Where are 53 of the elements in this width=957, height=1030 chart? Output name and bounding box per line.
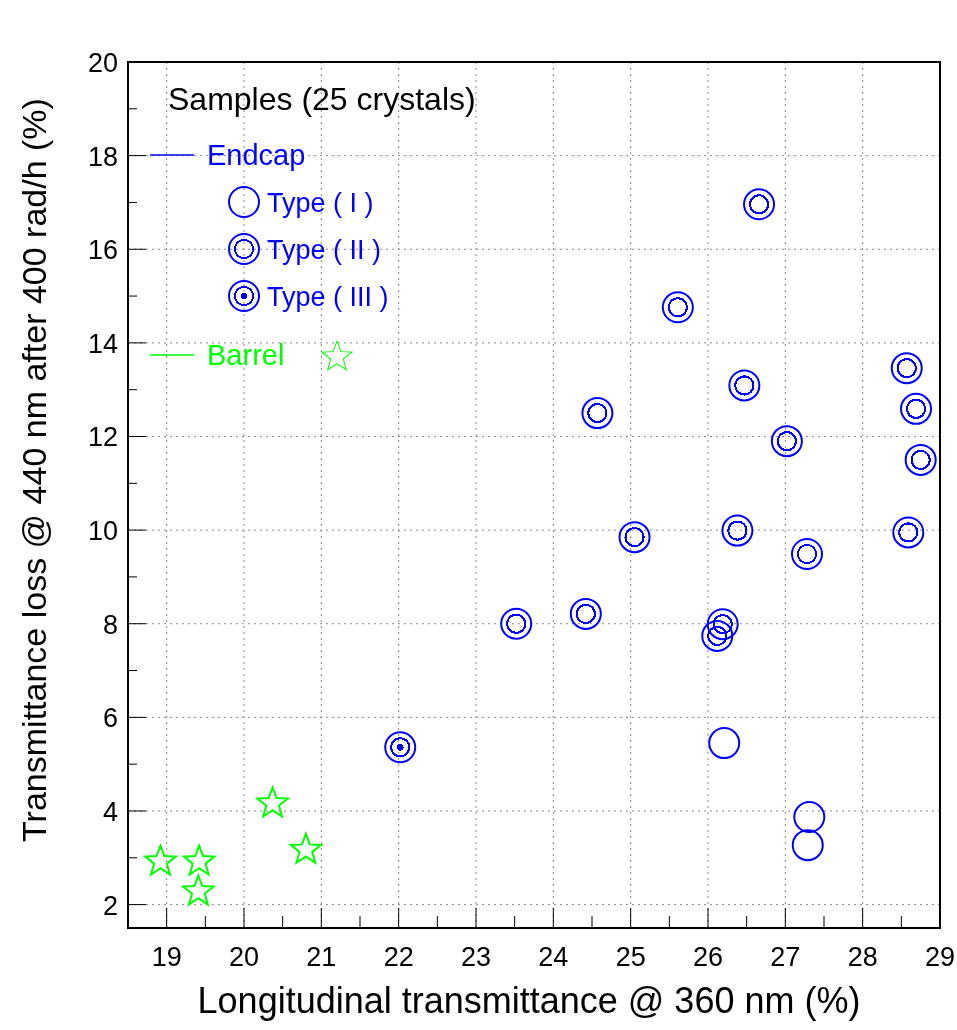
point bbox=[708, 727, 741, 760]
point bbox=[900, 392, 933, 425]
point bbox=[728, 369, 761, 402]
x-tick-label: 20 bbox=[228, 942, 260, 972]
point bbox=[618, 521, 651, 554]
y-tick-label: 20 bbox=[87, 48, 118, 78]
y-tick-label: 10 bbox=[87, 516, 118, 547]
y-tick-label: 14 bbox=[87, 328, 118, 359]
point bbox=[182, 874, 215, 906]
x-tick-label: 19 bbox=[151, 942, 182, 972]
y-tick-label: 12 bbox=[87, 422, 118, 453]
x-tick-label: 22 bbox=[383, 942, 414, 972]
y-tick-label: 8 bbox=[102, 609, 118, 640]
point bbox=[500, 607, 533, 640]
legend-label: Type ( II ) bbox=[267, 235, 382, 265]
point bbox=[791, 829, 824, 862]
point bbox=[581, 397, 614, 430]
point bbox=[182, 844, 216, 876]
x-tick-label: 25 bbox=[615, 942, 646, 972]
point bbox=[770, 425, 803, 458]
point bbox=[890, 352, 923, 385]
y-tick-label: 16 bbox=[87, 235, 118, 266]
y-tick-label: 4 bbox=[102, 796, 118, 827]
point bbox=[289, 832, 323, 864]
x-tick-label: 28 bbox=[847, 942, 878, 972]
x-tick-label: 27 bbox=[770, 942, 801, 972]
point bbox=[256, 786, 289, 818]
point bbox=[904, 443, 937, 476]
x-axis-title: Longitudinal transmittance @ 360 nm (%) bbox=[197, 980, 861, 1021]
text: Samples (25 crystals) bbox=[168, 81, 476, 117]
point bbox=[790, 537, 823, 570]
point bbox=[892, 516, 925, 549]
legend-label: Barrel bbox=[207, 339, 285, 371]
y-tick-label: 6 bbox=[102, 703, 118, 734]
annotation: Endcap bbox=[207, 139, 306, 171]
point bbox=[569, 597, 602, 630]
x-tick-label: 21 bbox=[306, 942, 337, 972]
y-tick-label: 18 bbox=[87, 141, 118, 172]
point bbox=[743, 188, 776, 221]
point bbox=[721, 514, 754, 547]
point bbox=[661, 291, 694, 324]
legend-label: Type ( III ) bbox=[267, 282, 389, 312]
x-tick-label: 26 bbox=[692, 942, 724, 972]
legend-label: Type ( I ) bbox=[267, 188, 374, 218]
point bbox=[793, 801, 826, 834]
x-tick-label: 29 bbox=[924, 942, 956, 972]
point bbox=[701, 619, 734, 652]
y-tick-label: 2 bbox=[102, 890, 118, 921]
x-tick-label: 24 bbox=[538, 942, 569, 972]
x-tick-label: 23 bbox=[460, 942, 492, 972]
y-axis-title: Transmittance loss @ 440 nm after 400 rad/h (%) bbox=[15, 98, 53, 842]
point bbox=[384, 731, 417, 764]
point bbox=[144, 844, 177, 876]
